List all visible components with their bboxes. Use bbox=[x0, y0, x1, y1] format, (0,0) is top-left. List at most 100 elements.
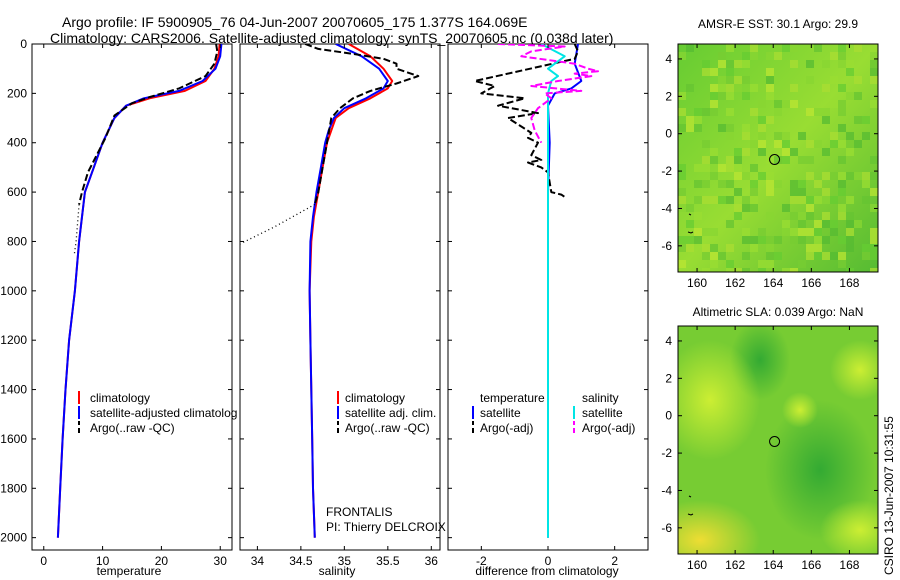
sst-cell bbox=[822, 148, 830, 156]
sst-cell bbox=[710, 196, 718, 204]
sst-cell bbox=[718, 52, 726, 60]
sst-cell bbox=[742, 124, 750, 132]
sst-cell bbox=[726, 156, 734, 164]
sst-cell bbox=[742, 204, 750, 212]
sst-cell bbox=[694, 108, 702, 116]
sst-cell bbox=[702, 244, 710, 252]
sst-cell bbox=[766, 244, 774, 252]
sst-cell bbox=[830, 196, 838, 204]
sst-cell bbox=[838, 212, 846, 220]
sst-cell bbox=[734, 172, 742, 180]
sst-cell bbox=[790, 100, 798, 108]
sst-cell bbox=[870, 268, 878, 272]
map-x-tick-label: 166 bbox=[801, 276, 821, 290]
sst-cell bbox=[838, 44, 846, 52]
sst-cell bbox=[750, 44, 758, 52]
map-y-tick-label: 4 bbox=[665, 52, 672, 66]
temperature-panel: 0 10 20 30 0 200 400 600 800 1000 1200 1400 1600 1800… bbox=[0, 37, 237, 578]
sst-cell bbox=[766, 180, 774, 188]
salinity-legend: climatology satellite adj. clim. Argo(..… bbox=[337, 391, 436, 435]
sst-cell bbox=[694, 164, 702, 172]
sst-cell bbox=[742, 228, 750, 236]
sst-cell bbox=[678, 260, 686, 268]
sst-cell bbox=[734, 156, 742, 164]
sst-cell bbox=[718, 180, 726, 188]
sst-cell bbox=[814, 220, 822, 228]
sst-cell bbox=[838, 108, 846, 116]
sst-cell bbox=[838, 204, 846, 212]
sst-cell bbox=[854, 44, 862, 52]
y-tick-label: 600 bbox=[7, 185, 27, 199]
difference-panel: -2 0 2 difference from climatology tempera… bbox=[447, 43, 649, 578]
sst-cell bbox=[742, 268, 750, 272]
sst-cell bbox=[790, 44, 798, 52]
pi-name-label: PI: Thierry DELCROIX bbox=[326, 520, 446, 534]
sst-cell bbox=[766, 212, 774, 220]
salinity-xlabel: salinity bbox=[319, 564, 356, 578]
sst-cell bbox=[870, 100, 878, 108]
sst-cell bbox=[846, 236, 854, 244]
sst-cell bbox=[862, 172, 870, 180]
sst-cell bbox=[686, 220, 694, 228]
sst-cell bbox=[766, 260, 774, 268]
float-program-label: FRONTALIS bbox=[326, 505, 392, 519]
map-y-tick-label: -2 bbox=[661, 446, 672, 460]
sst-cell bbox=[694, 180, 702, 188]
sst-cell bbox=[798, 180, 806, 188]
sst-cell bbox=[766, 268, 774, 272]
island-outline bbox=[687, 495, 694, 516]
map-x-tick-label: 168 bbox=[839, 558, 859, 572]
sst-cell bbox=[854, 92, 862, 100]
sst-cell bbox=[702, 60, 710, 68]
map-y-tick-label: -4 bbox=[661, 201, 672, 215]
sst-cell bbox=[678, 164, 686, 172]
sst-cell bbox=[766, 172, 774, 180]
map-y-tick-label: -4 bbox=[661, 483, 672, 497]
sst-cell bbox=[782, 148, 790, 156]
sst-cell bbox=[862, 252, 870, 260]
sst-cell bbox=[798, 132, 806, 140]
title-line1: Argo profile: IF 5900905_76 04-Jun-2007 … bbox=[62, 14, 528, 30]
map-y-tick-label: -6 bbox=[661, 521, 672, 535]
sst-cell bbox=[782, 44, 790, 52]
sst-cell bbox=[750, 188, 758, 196]
island-outline bbox=[687, 213, 694, 234]
sst-cell bbox=[686, 236, 694, 244]
sst-cell bbox=[726, 124, 734, 132]
sst-cell bbox=[838, 172, 846, 180]
sst-cell bbox=[758, 140, 766, 148]
sst-cell bbox=[838, 180, 846, 188]
y-tick-label: 800 bbox=[7, 234, 27, 248]
sst-cell bbox=[726, 244, 734, 252]
map-y-tick-label: 4 bbox=[665, 334, 672, 348]
sst-cell bbox=[758, 228, 766, 236]
sst-cell bbox=[806, 60, 814, 68]
sst-cell bbox=[782, 132, 790, 140]
sst-cell bbox=[734, 188, 742, 196]
sst-cell bbox=[742, 252, 750, 260]
sst-cell bbox=[798, 228, 806, 236]
sst-cell bbox=[734, 148, 742, 156]
sst-cell bbox=[758, 116, 766, 124]
legend-label-argo: Argo(..raw -QC) bbox=[90, 421, 175, 435]
sst-cell bbox=[726, 60, 734, 68]
sst-cell bbox=[846, 228, 854, 236]
sst-cell bbox=[822, 188, 830, 196]
sst-heatmap-cells bbox=[678, 44, 878, 272]
sst-cell bbox=[710, 172, 718, 180]
sst-cell bbox=[734, 204, 742, 212]
sst-cell bbox=[766, 68, 774, 76]
sst-cell bbox=[686, 204, 694, 212]
series-line-salinity-argo-adj- bbox=[497, 44, 599, 144]
difference-xlabel: difference from climatology bbox=[475, 564, 618, 578]
sst-cell bbox=[742, 52, 750, 60]
sst-cell bbox=[798, 196, 806, 204]
series-line-temperature-satellite bbox=[547, 44, 583, 538]
sst-cell bbox=[758, 84, 766, 92]
sst-cell bbox=[718, 124, 726, 132]
y-tick-label: 1400 bbox=[0, 383, 27, 397]
sst-cell bbox=[766, 116, 774, 124]
sst-cell bbox=[678, 196, 686, 204]
sst-cell bbox=[702, 252, 710, 260]
sst-cell bbox=[702, 228, 710, 236]
